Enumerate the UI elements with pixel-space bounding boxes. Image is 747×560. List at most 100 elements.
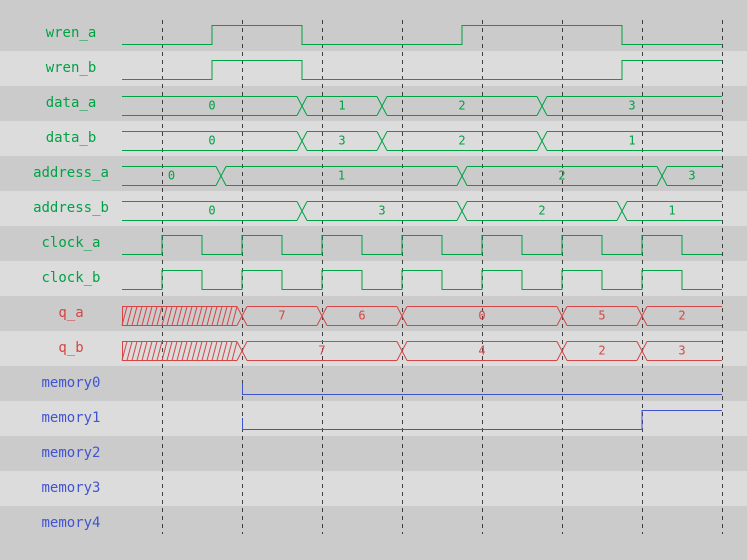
signal-label-memory4[interactable]: memory4 bbox=[41, 515, 101, 531]
unknown-hatch-stroke bbox=[196, 306, 203, 326]
unknown-hatch-stroke bbox=[181, 341, 188, 361]
bus-transition-x bbox=[636, 341, 648, 361]
bus-transition-x bbox=[236, 306, 248, 326]
unknown-hatch-stroke bbox=[156, 341, 163, 361]
bus-value: 2 bbox=[458, 134, 465, 148]
unknown-hatch-stroke bbox=[171, 341, 178, 361]
bus-transition-x bbox=[616, 201, 628, 221]
unknown-hatch-stroke bbox=[176, 306, 183, 326]
unknown-hatch-stroke bbox=[131, 306, 138, 326]
bus-transition-x bbox=[236, 341, 248, 361]
wave-row-memory1[interactable] bbox=[0, 401, 747, 436]
unknown-hatch-stroke bbox=[191, 306, 198, 326]
bus-value: 0 bbox=[478, 309, 485, 323]
wave-row-clock_a[interactable] bbox=[0, 226, 747, 261]
wave-row-memory3[interactable] bbox=[0, 471, 747, 506]
unknown-hatch-stroke bbox=[151, 341, 158, 361]
signal-label-memory1[interactable]: memory1 bbox=[41, 410, 101, 426]
unknown-hatch-stroke bbox=[226, 341, 233, 361]
signal-label-memory0[interactable]: memory0 bbox=[41, 375, 101, 391]
unknown-hatch-stroke bbox=[131, 341, 138, 361]
bus-value: 2 bbox=[538, 204, 545, 218]
signal-label-clock_a[interactable]: clock_a bbox=[41, 235, 101, 251]
bus-transition-x bbox=[536, 96, 548, 116]
unknown-hatch-stroke bbox=[211, 306, 218, 326]
signal-label-address_a[interactable]: address_a bbox=[33, 165, 109, 181]
bus-transition-x bbox=[296, 201, 308, 221]
unknown-hatch-stroke bbox=[141, 341, 148, 361]
unknown-hatch-stroke bbox=[226, 306, 233, 326]
signal-label-q_b[interactable]: q_b bbox=[58, 340, 84, 356]
bus-value: 3 bbox=[678, 344, 685, 358]
unknown-hatch-stroke bbox=[181, 306, 188, 326]
unknown-hatch-stroke bbox=[146, 341, 153, 361]
signal-label-wren_b[interactable]: wren_b bbox=[45, 60, 97, 76]
bus-transition-x bbox=[376, 96, 388, 116]
bus-transition-x bbox=[376, 131, 388, 151]
bus-transition-x bbox=[296, 131, 308, 151]
bus-value: 6 bbox=[358, 309, 365, 323]
bus-transition-x bbox=[215, 166, 227, 186]
signal-label-q_a[interactable]: q_a bbox=[58, 305, 84, 321]
unknown-hatch-stroke bbox=[201, 341, 208, 361]
unknown-hatch-stroke bbox=[206, 341, 213, 361]
bus-value: 2 bbox=[678, 309, 685, 323]
signal-label-data_b[interactable]: data_b bbox=[45, 130, 97, 146]
unknown-hatch-stroke bbox=[186, 341, 193, 361]
wave-clock_b bbox=[122, 270, 722, 290]
bus-value: 0 bbox=[168, 169, 175, 183]
bus-transition-x bbox=[636, 306, 648, 326]
bus-transition-x bbox=[556, 341, 568, 361]
wave-row-memory0[interactable] bbox=[0, 366, 747, 401]
unknown-hatch-stroke bbox=[136, 306, 143, 326]
unknown-hatch-stroke bbox=[126, 306, 133, 326]
unknown-hatch-stroke bbox=[141, 306, 148, 326]
bus-value: 1 bbox=[338, 169, 345, 183]
signal-label-memory2[interactable]: memory2 bbox=[41, 445, 101, 461]
signal-label-wren_a[interactable]: wren_a bbox=[45, 25, 97, 41]
bus-value: 3 bbox=[628, 99, 635, 113]
unknown-hatch-stroke bbox=[221, 306, 228, 326]
bus-value: 3 bbox=[378, 204, 385, 218]
unknown-hatch-stroke bbox=[196, 341, 203, 361]
signal-label-memory3[interactable]: memory3 bbox=[41, 480, 101, 496]
unknown-hatch-stroke bbox=[171, 306, 178, 326]
bus-value: 3 bbox=[688, 169, 695, 183]
wave-row-clock_b[interactable] bbox=[0, 261, 747, 296]
bus-transition-x bbox=[456, 201, 468, 221]
bus-value: 1 bbox=[668, 204, 675, 218]
unknown-hatch-stroke bbox=[206, 306, 213, 326]
bus-value: 0 bbox=[208, 134, 215, 148]
bus-value: 3 bbox=[338, 134, 345, 148]
unknown-hatch-stroke bbox=[121, 341, 128, 361]
unknown-hatch-stroke bbox=[151, 306, 158, 326]
unknown-hatch-stroke bbox=[121, 306, 128, 326]
wave-wren_a bbox=[122, 25, 722, 45]
bus-transition-x bbox=[396, 306, 408, 326]
wave-wren_b bbox=[122, 60, 722, 80]
bus-value: 1 bbox=[628, 134, 635, 148]
bus-transition-x bbox=[396, 341, 408, 361]
wave-row-memory2[interactable] bbox=[0, 436, 747, 471]
unknown-hatch-stroke bbox=[186, 306, 193, 326]
wave-clock_a bbox=[122, 235, 722, 255]
wave-row-memory4[interactable] bbox=[0, 506, 747, 541]
signal-label-data_a[interactable]: data_a bbox=[45, 95, 97, 111]
wave-memory1 bbox=[242, 410, 722, 430]
unknown-hatch-stroke bbox=[161, 341, 168, 361]
bus-transition-x bbox=[316, 306, 328, 326]
unknown-hatch-stroke bbox=[201, 306, 208, 326]
signal-label-address_b[interactable]: address_b bbox=[33, 200, 109, 216]
unknown-hatch-stroke bbox=[161, 306, 168, 326]
signal-label-clock_b[interactable]: clock_b bbox=[41, 270, 101, 286]
bus-transition-x bbox=[456, 166, 468, 186]
unknown-hatch-stroke bbox=[126, 341, 133, 361]
bus-value: 2 bbox=[598, 344, 605, 358]
bus-value: 0 bbox=[208, 99, 215, 113]
bus-value: 7 bbox=[318, 344, 325, 358]
bus-transition-x bbox=[296, 96, 308, 116]
unknown-hatch-stroke bbox=[211, 341, 218, 361]
unknown-hatch-stroke bbox=[136, 341, 143, 361]
